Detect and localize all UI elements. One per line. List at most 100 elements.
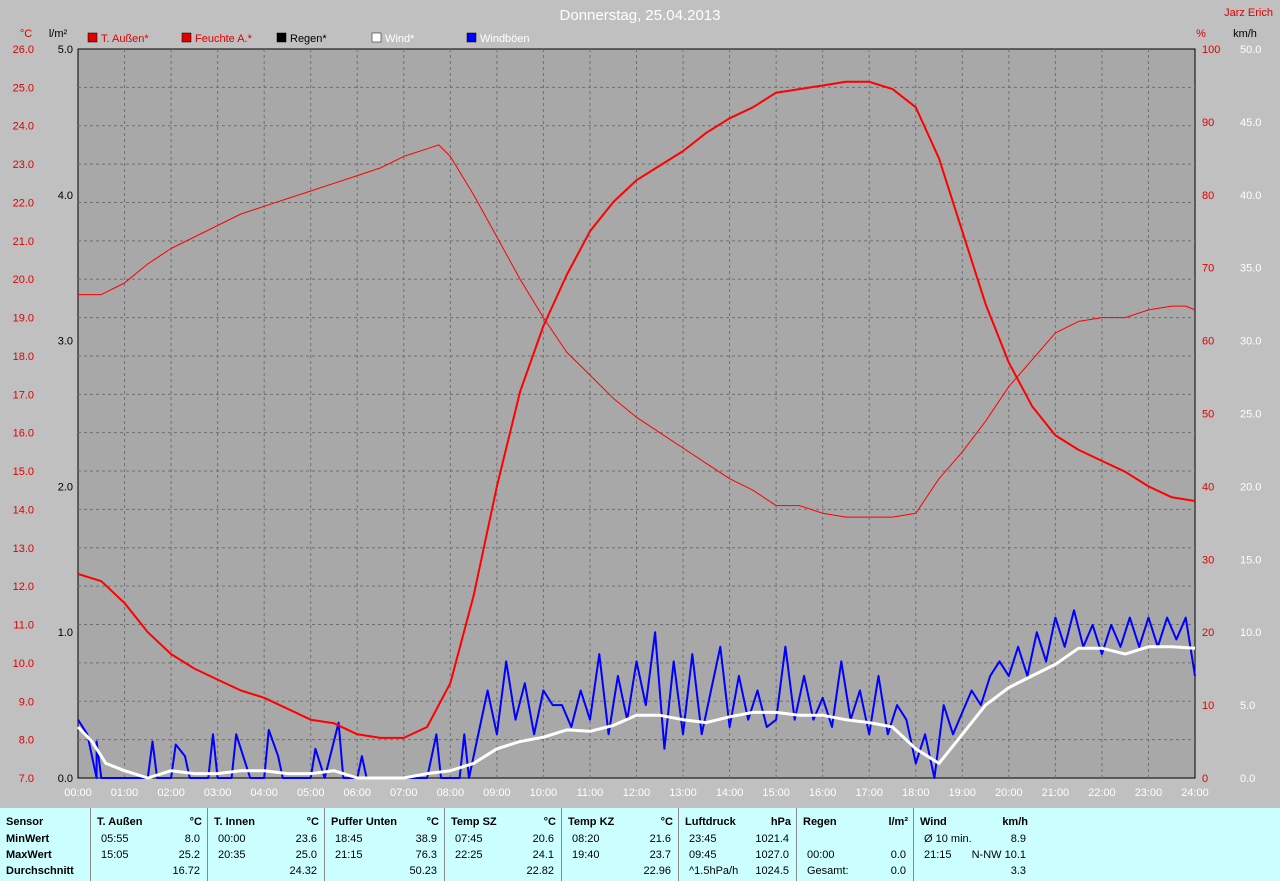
rain-tick-label: 1.0 [58, 627, 73, 639]
temp-tick-label: 8.0 [19, 735, 34, 747]
stats-value: 22.96 [643, 865, 671, 877]
temp-tick-label: 17.0 [13, 389, 34, 401]
temp-unit-label: °C [20, 28, 32, 40]
temp-tick-label: 10.0 [13, 658, 34, 670]
stats-unit: °C [306, 816, 319, 828]
stats-value: 3.3 [1010, 865, 1026, 877]
temp-tick-label: 9.0 [19, 696, 34, 708]
hum-tick-label: 50 [1202, 409, 1214, 421]
stats-row-label: MinWert [6, 833, 50, 845]
time-tick-label: 20:00 [995, 787, 1023, 799]
stats-time: 07:45 [455, 833, 483, 845]
rain-tick-label: 3.0 [58, 336, 73, 348]
time-tick-label: 21:00 [1042, 787, 1070, 799]
stats-column: Regen l/m² 00:00 0.0 Gesamt: 0.0 [796, 808, 914, 881]
wind-tick-label: 35.0 [1240, 263, 1261, 275]
stats-value: 1021.4 [755, 833, 789, 845]
stats-row-label: Durchschnitt [6, 865, 74, 877]
time-tick-label: 11:00 [577, 787, 604, 799]
stats-header: T. Innen [214, 816, 255, 828]
stats-value: 0.0 [890, 849, 906, 861]
temp-tick-label: 19.0 [13, 313, 34, 325]
stats-header: Sensor [6, 816, 44, 828]
temp-tick-label: 24.0 [13, 121, 34, 133]
time-tick-label: 09:00 [483, 787, 511, 799]
wind-tick-label: 0.0 [1240, 773, 1255, 785]
stats-unit: °C [426, 816, 439, 828]
stats-value: 23.6 [295, 833, 317, 845]
time-tick-label: 14:00 [716, 787, 744, 799]
stats-time: 00:00 [807, 849, 835, 861]
temp-tick-label: 23.0 [13, 159, 34, 171]
wind-tick-label: 15.0 [1240, 554, 1261, 566]
stats-time: 05:55 [101, 833, 129, 845]
author-label: Jarz Erich [1224, 7, 1273, 19]
wind-tick-label: 10.0 [1240, 627, 1261, 639]
temp-tick-label: 16.0 [13, 428, 34, 440]
stats-value: 23.7 [649, 849, 671, 861]
time-tick-label: 08:00 [437, 787, 465, 799]
time-tick-label: 19:00 [949, 787, 977, 799]
stats-value: 16.72 [172, 865, 200, 877]
stats-time: 23:45 [689, 833, 717, 845]
stats-column: Temp KZ °C 08:20 21.6 19:40 23.7 22.96 [561, 808, 679, 881]
stats-time: 21:15 [924, 849, 952, 861]
hum-tick-label: 20 [1202, 627, 1214, 639]
temp-tick-label: 14.0 [13, 504, 34, 516]
hum-tick-label: 40 [1202, 481, 1214, 493]
legend-label: Wind* [385, 33, 415, 45]
legend-label: Feuchte A.* [195, 33, 253, 45]
stats-time: Ø 10 min. [924, 833, 972, 845]
stats-time: 18:45 [335, 833, 363, 845]
temp-tick-label: 22.0 [13, 197, 34, 209]
stats-value: 8.0 [184, 833, 200, 845]
wind-tick-label: 5.0 [1240, 700, 1255, 712]
stats-table: Sensor MinWert MaxWert Durchschnitt T. Außen… [0, 808, 1280, 881]
time-tick-label: 01:00 [111, 787, 139, 799]
stats-value: 8.9 [1010, 833, 1026, 845]
legend-swatch [466, 32, 477, 43]
stats-time: 08:20 [572, 833, 600, 845]
stats-unit: hPa [770, 816, 791, 828]
wind-tick-label: 50.0 [1240, 44, 1261, 56]
temp-tick-label: 11.0 [13, 620, 34, 632]
hum-tick-label: 10 [1202, 700, 1214, 712]
stats-value: 24.1 [532, 849, 554, 861]
wind-tick-label: 40.0 [1240, 190, 1261, 202]
time-tick-label: 02:00 [157, 787, 185, 799]
hum-tick-label: 70 [1202, 263, 1214, 275]
stats-column: T. Außen °C 05:55 8.0 15:05 25.2 16.72 [90, 808, 208, 881]
stats-column: Wind km/h Ø 10 min. 8.9 21:15 N-NW 10.1 3.3 [913, 808, 1034, 881]
stats-column: T. Innen °C 00:00 23.6 20:35 25.0 24.32 [207, 808, 325, 881]
temp-tick-label: 18.0 [13, 351, 34, 363]
stats-value: 25.2 [178, 849, 200, 861]
stats-unit: °C [660, 816, 673, 828]
series-line-t-au-en [78, 144, 1196, 518]
temp-tick-label: 25.0 [13, 82, 34, 94]
time-tick-label: 07:00 [390, 787, 418, 799]
time-tick-label: 22:00 [1088, 787, 1116, 799]
time-tick-label: 24:00 [1181, 787, 1209, 799]
rain-tick-label: 4.0 [58, 190, 73, 202]
stats-value: 76.3 [415, 849, 437, 861]
stats-value: 0.0 [890, 865, 906, 877]
stats-value: 1024.5 [755, 865, 789, 877]
stats-value: 20.6 [532, 833, 554, 845]
time-tick-label: 18:00 [902, 787, 930, 799]
stats-time: 15:05 [101, 849, 129, 861]
time-tick-label: 04:00 [250, 787, 278, 799]
rain-tick-label: 5.0 [58, 44, 73, 56]
series-line-windb-en [77, 609, 1196, 779]
stats-value: 22.82 [526, 865, 554, 877]
temp-tick-label: 12.0 [13, 581, 34, 593]
wind-tick-label: 30.0 [1240, 336, 1261, 348]
time-tick-label: 00:00 [64, 787, 92, 799]
rain-tick-label: 2.0 [58, 481, 73, 493]
legend-swatch [87, 32, 98, 43]
temp-tick-label: 26.0 [13, 44, 34, 56]
time-tick-label: 13:00 [669, 787, 697, 799]
stats-column: Luftdruck hPa 23:45 1021.4 09:45 1027.0 ^1.5hP… [678, 808, 797, 881]
stats-value: 24.32 [289, 865, 317, 877]
series-line-wind [76, 645, 1196, 780]
chart: Donnerstag, 25.04.2013 Jarz Erich °C l/m… [13, 7, 1273, 799]
